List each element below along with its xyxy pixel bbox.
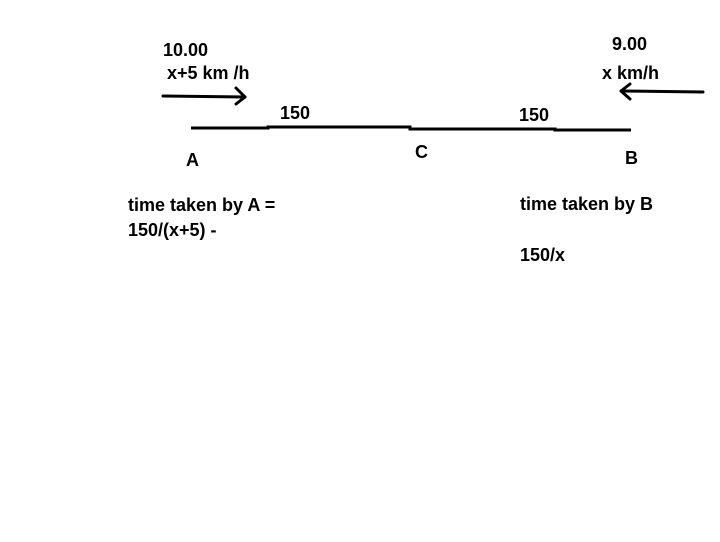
b-start-time: 9.00: [612, 34, 648, 54]
note-a-line2: 150/(x+5) -: [128, 220, 217, 240]
distance-ac: 150: [280, 103, 311, 123]
arrow-left-icon: [619, 82, 705, 101]
note-a-line1: time taken by A =: [128, 195, 276, 215]
note-b-line2: 150/x: [520, 245, 566, 265]
b-speed: x km/h: [602, 63, 660, 83]
point-c-label: C: [415, 142, 428, 162]
point-b-label: B: [625, 148, 638, 168]
arrow-right-icon: [161, 86, 247, 106]
a-speed: x+5 km /h: [167, 63, 250, 83]
a-start-time: 10.00: [163, 40, 209, 60]
point-a-label: A: [186, 150, 199, 170]
route-line: [191, 125, 631, 132]
distance-cb: 150: [519, 105, 550, 125]
note-b-line1: time taken by B: [520, 194, 654, 214]
